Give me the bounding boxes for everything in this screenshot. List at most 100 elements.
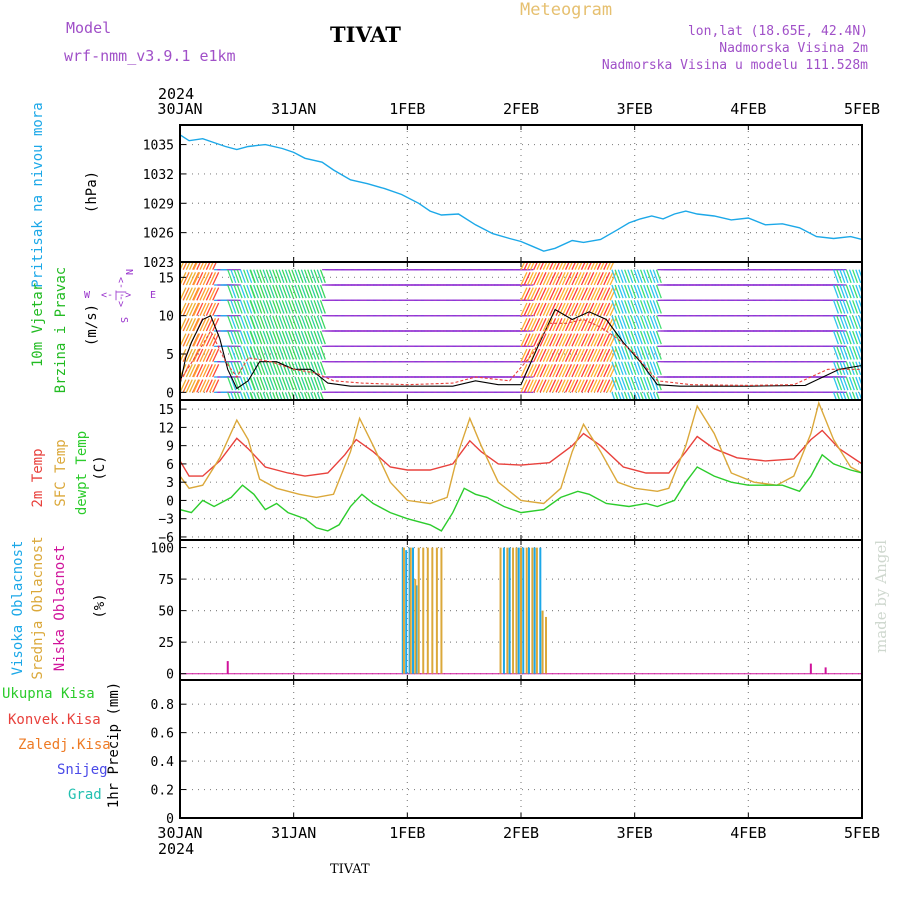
wind-barb xyxy=(227,330,234,345)
wind-barb xyxy=(262,361,269,376)
wind-barb xyxy=(310,300,317,314)
wind-barb xyxy=(596,287,604,301)
wind-plot xyxy=(180,262,862,400)
wind-barb xyxy=(564,318,573,332)
wind-barb xyxy=(839,269,846,284)
wind-barb xyxy=(253,376,260,391)
wind-barb xyxy=(196,364,204,378)
wind-barb xyxy=(199,333,207,347)
wind-barb xyxy=(246,300,253,314)
wind-barb xyxy=(291,330,298,345)
wind-barb xyxy=(542,302,550,316)
wind-barb xyxy=(611,346,618,360)
wind-barb xyxy=(199,318,207,332)
wind-barb xyxy=(561,287,569,301)
wind-barb xyxy=(278,361,285,376)
wind-barb xyxy=(832,330,839,345)
wind-barb xyxy=(599,272,608,286)
wind-barb xyxy=(609,379,617,393)
wind-barb xyxy=(278,300,285,314)
x-tick-label-top: 3FEB xyxy=(617,100,653,118)
wind-barb xyxy=(627,361,634,376)
wind-barb xyxy=(643,392,648,400)
wind-barb xyxy=(652,284,659,299)
wind-barb xyxy=(606,262,612,270)
wind-barb xyxy=(284,330,291,345)
wind-barb xyxy=(606,272,614,286)
wind-barb xyxy=(549,333,557,347)
wind-barb xyxy=(646,330,653,345)
wind-barb xyxy=(281,392,286,400)
wind-barb xyxy=(555,364,563,378)
wind-barb xyxy=(536,262,542,270)
wind-barb xyxy=(580,348,588,362)
wind-barb xyxy=(533,262,539,270)
wind-barb xyxy=(636,392,641,400)
wind-barb xyxy=(611,315,618,330)
wind-barb xyxy=(549,262,554,270)
wind-barb xyxy=(836,315,843,330)
wind-barb xyxy=(230,346,237,360)
wind-barb xyxy=(568,364,576,378)
wind-barb xyxy=(316,269,323,284)
wind-barb xyxy=(848,284,855,299)
wind-barb xyxy=(284,269,291,284)
temp2m-axis-title: 2m Temp xyxy=(30,448,46,507)
wind-barb xyxy=(839,284,846,299)
wind-barb xyxy=(243,330,250,345)
wind-barb xyxy=(307,284,314,299)
wind-barb xyxy=(832,300,839,314)
wind-barb xyxy=(294,330,301,345)
pressure-unit: (hPa) xyxy=(84,171,100,213)
wind-barb xyxy=(609,364,617,378)
wind-barb xyxy=(256,315,263,330)
wind-barb xyxy=(603,364,611,378)
y-tick-label: 12 xyxy=(158,421,174,436)
wind-barb xyxy=(652,376,659,391)
wind-barb xyxy=(839,392,844,400)
wind-barb xyxy=(291,361,298,376)
wind-barb xyxy=(545,262,551,270)
wind-barb xyxy=(590,262,596,270)
wind-barb xyxy=(202,348,210,362)
wind-barb xyxy=(584,272,592,286)
wind-barb xyxy=(307,330,314,345)
wind-barb xyxy=(199,287,207,301)
wind-barb xyxy=(256,376,263,391)
wind-barb xyxy=(552,379,560,393)
wind-barb xyxy=(655,346,662,360)
wind-barb xyxy=(574,379,582,393)
wind-barb xyxy=(568,272,576,286)
wind-barb xyxy=(620,361,627,376)
wind-barb xyxy=(606,302,614,316)
wind-barb xyxy=(193,364,201,378)
wind-barb xyxy=(620,392,625,400)
wind-barb xyxy=(196,333,204,347)
wind-barb xyxy=(842,300,849,314)
cloud-plot xyxy=(180,540,862,680)
wind-barb xyxy=(558,364,566,378)
wind-barb xyxy=(230,392,235,400)
wind-barb xyxy=(855,330,862,345)
wind-barb xyxy=(193,302,201,316)
wind-axis-title: 10m Vjetar xyxy=(30,283,46,367)
wind-barb xyxy=(558,272,566,286)
wind-barb xyxy=(313,361,320,376)
wind-barb xyxy=(603,379,611,393)
wind-barb xyxy=(580,262,586,270)
wind-barb xyxy=(545,287,553,301)
wind-barb xyxy=(303,300,310,314)
wind-barb xyxy=(596,379,604,393)
wind-barb xyxy=(571,287,579,301)
wind-barb xyxy=(542,379,550,393)
wind-barb xyxy=(545,272,553,286)
wind-barb xyxy=(233,300,240,314)
x-tick-label-bottom: 5FEB xyxy=(844,824,880,842)
wind-barb xyxy=(243,392,248,400)
wind-barb xyxy=(182,379,190,393)
wind-barb xyxy=(208,262,214,270)
wind-barb xyxy=(193,379,201,393)
wind-barb xyxy=(836,300,843,314)
wind-barb xyxy=(561,379,569,393)
wind-barb xyxy=(300,346,307,360)
